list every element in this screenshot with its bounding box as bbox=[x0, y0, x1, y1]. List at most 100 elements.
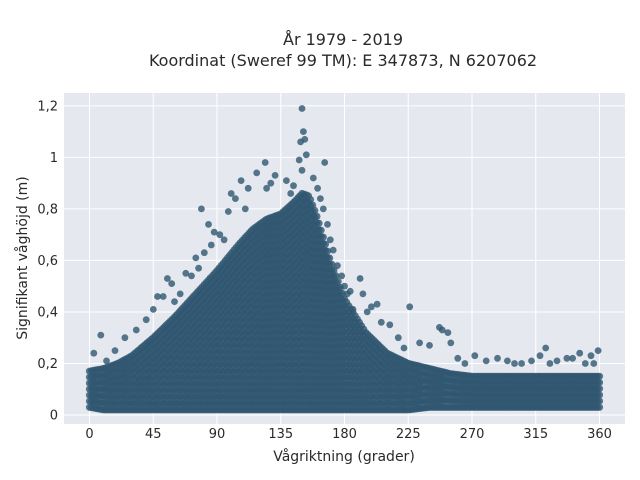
data-point bbox=[267, 179, 275, 187]
data-point bbox=[334, 262, 341, 269]
data-point bbox=[253, 169, 261, 177]
data-point bbox=[297, 138, 304, 146]
data-point bbox=[563, 354, 571, 362]
data-point bbox=[306, 196, 315, 204]
data-point bbox=[241, 205, 249, 213]
data-point bbox=[220, 236, 228, 244]
data-point bbox=[149, 306, 157, 313]
data-point bbox=[416, 339, 423, 347]
data-point bbox=[111, 347, 119, 354]
y-tick-label: 0,2 bbox=[37, 357, 58, 372]
data-point bbox=[317, 195, 324, 203]
data-point bbox=[329, 246, 337, 254]
data-point bbox=[595, 378, 604, 387]
data-point bbox=[553, 357, 561, 365]
data-point bbox=[368, 303, 375, 311]
data-point bbox=[595, 372, 604, 380]
data-point bbox=[447, 339, 455, 347]
data-point bbox=[313, 212, 321, 220]
data-point bbox=[224, 208, 232, 215]
data-point bbox=[326, 254, 334, 262]
data-point bbox=[454, 354, 462, 362]
data-point bbox=[300, 128, 307, 136]
x-tick-label: 360 bbox=[587, 427, 612, 442]
x-tick-label: 180 bbox=[332, 427, 357, 442]
data-point bbox=[195, 264, 203, 272]
y-tick-label: 0,8 bbox=[37, 202, 58, 217]
data-point bbox=[587, 352, 595, 360]
data-point bbox=[216, 231, 224, 239]
data-point bbox=[302, 151, 310, 159]
data-point bbox=[438, 326, 446, 334]
data-point bbox=[326, 236, 334, 244]
x-tick-label: 90 bbox=[209, 427, 226, 442]
x-tick-label: 225 bbox=[396, 427, 421, 442]
data-point bbox=[363, 308, 371, 316]
data-point bbox=[237, 177, 245, 185]
data-point bbox=[494, 354, 501, 362]
y-tick-label: 0 bbox=[50, 408, 58, 423]
data-point bbox=[324, 221, 331, 228]
data-point bbox=[309, 174, 317, 182]
data-point bbox=[341, 282, 348, 290]
y-tick-label: 1,2 bbox=[37, 99, 58, 114]
y-axis-ticks: 0 0,2 0,4 0,6 0,8 1 1,2 bbox=[37, 99, 58, 423]
data-point bbox=[244, 184, 252, 192]
data-point bbox=[317, 226, 325, 234]
data-point bbox=[164, 275, 171, 282]
y-tick-label: 0,6 bbox=[37, 254, 58, 269]
data-point bbox=[319, 233, 327, 241]
data-point bbox=[334, 278, 342, 286]
data-point bbox=[332, 272, 340, 280]
data-point bbox=[471, 352, 479, 360]
data-point bbox=[349, 306, 357, 313]
data-point bbox=[261, 159, 269, 166]
data-point bbox=[298, 166, 306, 174]
data-points bbox=[85, 105, 604, 414]
data-point bbox=[536, 352, 544, 360]
data-point bbox=[328, 260, 336, 268]
data-point bbox=[569, 354, 576, 362]
data-point bbox=[154, 293, 161, 300]
data-point bbox=[283, 177, 290, 185]
data-point bbox=[210, 228, 218, 236]
data-point bbox=[171, 298, 178, 305]
data-point bbox=[90, 349, 98, 357]
chart-title-line1: År 1979 - 2019 bbox=[283, 30, 403, 49]
data-point bbox=[373, 300, 381, 308]
data-point bbox=[595, 397, 604, 405]
data-point bbox=[595, 391, 604, 399]
data-point bbox=[97, 331, 105, 339]
data-point bbox=[271, 172, 279, 179]
data-point bbox=[359, 290, 367, 298]
x-axis-ticks: 0 45 90 135 180 225 270 315 360 bbox=[85, 427, 612, 442]
data-point bbox=[188, 272, 195, 280]
data-point bbox=[311, 206, 319, 215]
y-axis-title: Signifikant våghöjd (m) bbox=[14, 176, 31, 339]
data-point bbox=[400, 344, 408, 352]
data-point bbox=[287, 190, 295, 197]
data-point bbox=[321, 159, 329, 166]
data-point bbox=[482, 357, 490, 365]
data-point bbox=[590, 360, 598, 367]
data-point bbox=[168, 280, 176, 287]
data-point bbox=[290, 182, 297, 190]
data-point bbox=[528, 357, 535, 365]
data-point bbox=[192, 254, 200, 262]
data-point bbox=[546, 360, 554, 367]
data-point bbox=[232, 195, 239, 203]
data-point bbox=[356, 275, 364, 282]
data-point bbox=[227, 190, 235, 197]
data-point bbox=[377, 318, 385, 326]
data-point bbox=[142, 316, 150, 324]
data-point bbox=[595, 385, 604, 393]
data-point bbox=[581, 360, 589, 367]
data-point bbox=[205, 221, 212, 228]
data-point bbox=[176, 290, 184, 298]
data-point bbox=[263, 184, 270, 192]
data-point bbox=[426, 342, 433, 349]
x-tick-label: 270 bbox=[460, 427, 485, 442]
data-point bbox=[132, 326, 140, 334]
x-tick-label: 315 bbox=[523, 427, 548, 442]
